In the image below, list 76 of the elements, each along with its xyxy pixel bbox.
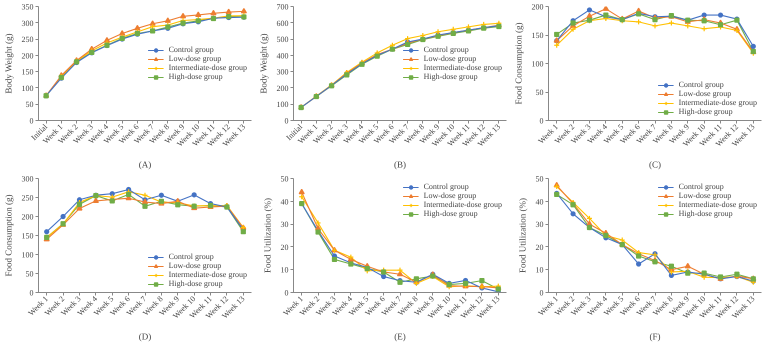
legend-label: High-dose group <box>424 209 478 218</box>
y-tick-label: 40 <box>280 197 288 206</box>
legend-label: Intermediate-dose group <box>168 270 247 279</box>
y-tick-label: 600 <box>276 18 288 28</box>
legend-label: Low-dose group <box>424 54 476 63</box>
legend-label: Low-dose group <box>168 261 222 270</box>
y-tick-label: 150 <box>532 31 544 40</box>
x-axis-title: (B) <box>394 160 406 170</box>
y-tick-label: 30 <box>536 220 544 230</box>
legend-label: Intermediate-dose group <box>678 200 757 209</box>
y-tick-label: 250 <box>22 35 34 44</box>
y-axis-title: Food Consumption (g) <box>514 22 524 105</box>
legend-label: Intermediate-dose group <box>424 63 502 72</box>
legend-label: Intermediate-dose group <box>424 200 502 209</box>
y-axis-title: Food Utilization (%) <box>518 198 528 273</box>
y-tick-label: 0 <box>30 116 34 126</box>
y-tick-label: 100 <box>532 60 544 68</box>
y-tick-label: 0 <box>30 288 34 298</box>
legend-label: Control group <box>424 182 469 191</box>
x-axis-title: (A) <box>138 160 152 170</box>
legend-label: Control group <box>678 182 724 191</box>
y-tick-label: 10 <box>280 266 288 275</box>
y-tick-label: 500 <box>276 35 288 44</box>
y-tick-label: 50 <box>280 174 288 184</box>
legend-label: High-dose group <box>678 209 733 218</box>
y-axis-title: Food Utilization (%) <box>262 198 272 273</box>
legend-label: Intermediate-dose group <box>168 63 247 72</box>
legend-label: High-dose group <box>424 72 478 81</box>
y-axis-title: Food Consumption (g) <box>4 194 14 277</box>
y-tick-label: 300 <box>276 68 288 77</box>
y-tick-label: 40 <box>536 197 544 206</box>
legend-label: Intermediate-dose group <box>678 98 757 107</box>
legend-label: Control group <box>168 252 214 261</box>
y-tick-label: 200 <box>276 84 288 93</box>
y-axis-title: Body Weight (g) <box>258 34 268 94</box>
y-tick-label: 100 <box>22 250 34 260</box>
x-axis-title: (C) <box>649 160 661 170</box>
y-tick-label: 200 <box>22 212 34 222</box>
y-axis-title: Body Weight (g) <box>4 34 14 94</box>
y-tick-label: 50 <box>536 174 544 184</box>
y-tick-label: 0 <box>284 288 288 298</box>
legend-label: Low-dose group <box>678 89 732 98</box>
legend-label: High-dose group <box>168 72 223 81</box>
y-tick-label: 0 <box>540 116 544 126</box>
y-tick-label: 50 <box>536 88 544 97</box>
y-tick-label: 400 <box>276 51 288 60</box>
y-tick-label: 200 <box>22 51 34 60</box>
x-axis-title: (F) <box>650 332 661 342</box>
y-tick-label: 20 <box>536 242 544 252</box>
y-tick-label: 350 <box>22 2 34 12</box>
y-tick-label: 20 <box>280 242 288 252</box>
y-tick-label: 300 <box>22 18 34 28</box>
legend-label: Control group <box>424 45 469 54</box>
y-tick-label: 50 <box>26 100 34 110</box>
y-tick-label: 10 <box>536 266 544 275</box>
legend-label: High-dose group <box>168 279 223 288</box>
y-tick-label: 300 <box>22 174 34 184</box>
y-tick-label: 0 <box>284 116 288 126</box>
x-axis-title: (D) <box>138 332 152 342</box>
x-axis-title: (E) <box>394 332 406 342</box>
y-tick-label: 250 <box>22 194 34 202</box>
y-tick-label: 150 <box>22 68 34 77</box>
y-tick-label: 100 <box>276 100 288 110</box>
y-tick-label: 700 <box>276 2 288 12</box>
y-tick-label: 50 <box>26 270 34 278</box>
legend-label: Low-dose group <box>678 191 732 200</box>
legend-label: Control group <box>168 45 214 54</box>
y-tick-label: 30 <box>280 220 288 230</box>
legend-label: Control group <box>678 80 724 89</box>
y-tick-label: 150 <box>22 232 34 240</box>
y-tick-label: 0 <box>540 288 544 298</box>
legend-label: Low-dose group <box>168 54 222 63</box>
y-tick-label: 200 <box>532 2 544 12</box>
legend-label: Low-dose group <box>424 191 476 200</box>
y-tick-label: 100 <box>22 84 34 93</box>
legend-label: High-dose group <box>678 107 733 116</box>
